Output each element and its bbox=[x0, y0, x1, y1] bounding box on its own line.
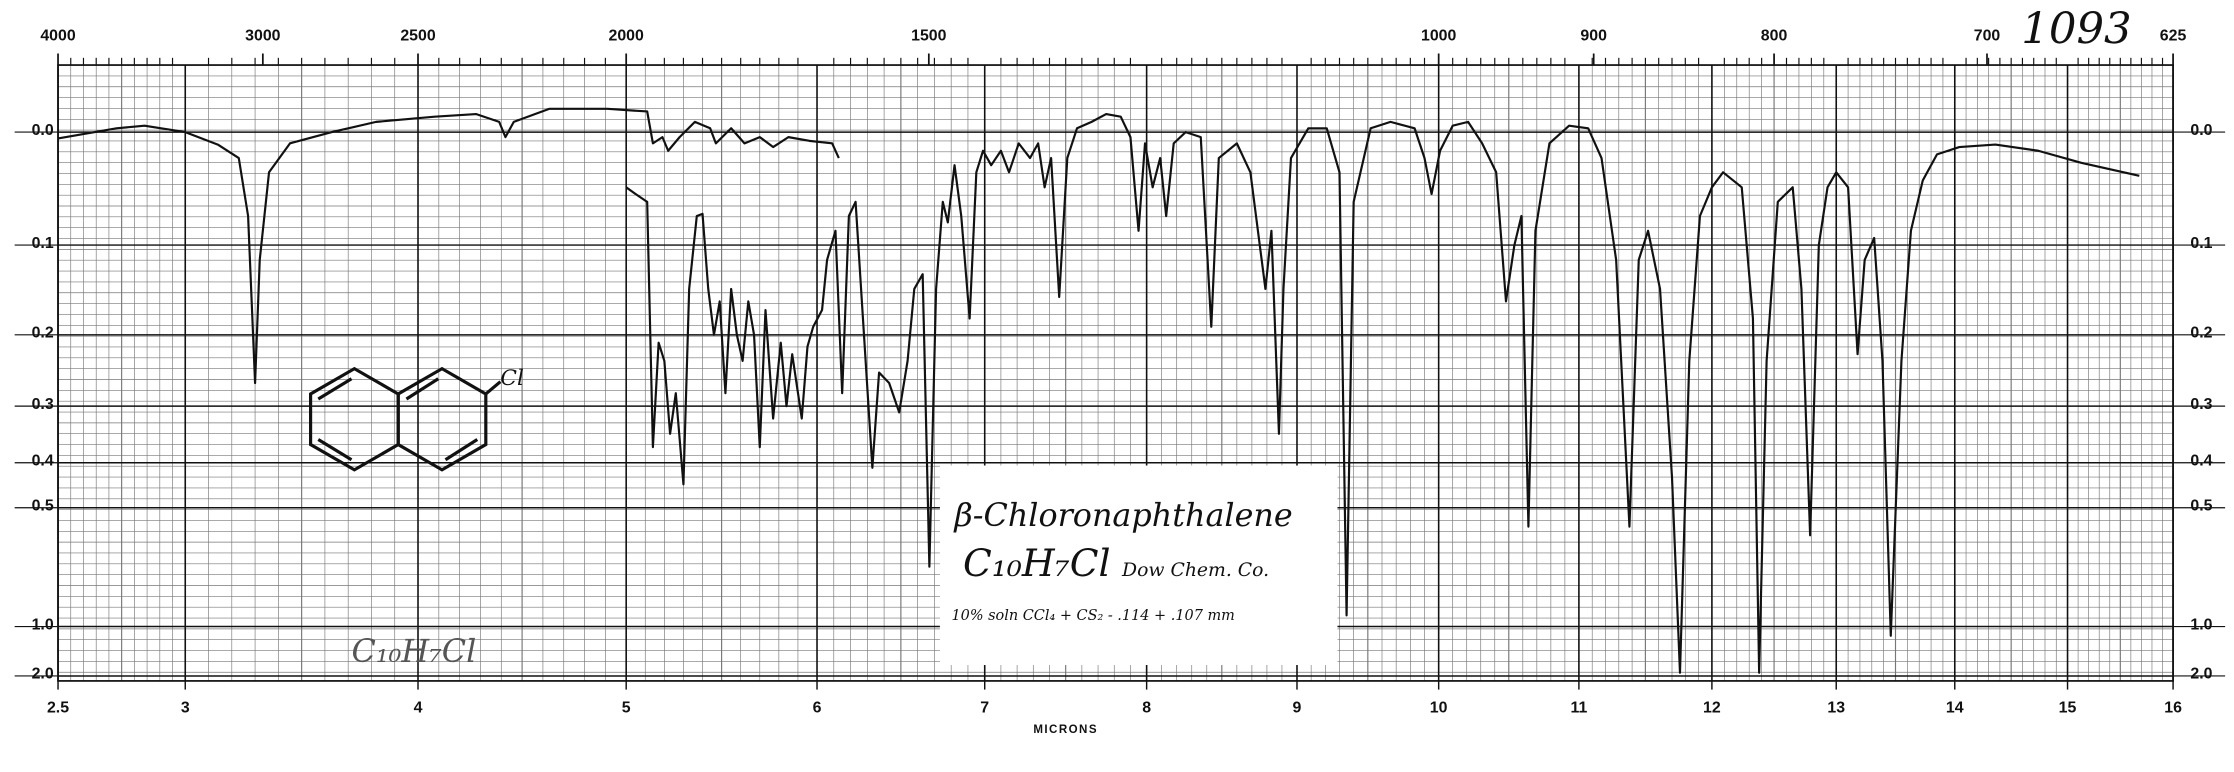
y-tick-label: 0.3 bbox=[2190, 396, 2212, 413]
x-tick-label: 5 bbox=[622, 700, 631, 717]
y-tick-label: 0.4 bbox=[2190, 453, 2212, 470]
y-tick-label: 0.2 bbox=[2190, 325, 2212, 342]
x-tick-label: 2.5 bbox=[47, 700, 69, 717]
y-tick-label: 0.4 bbox=[32, 453, 54, 470]
x-tick-label: 4 bbox=[414, 700, 423, 717]
x2-tick-label: 3000 bbox=[245, 27, 281, 44]
x-tick-label: 10 bbox=[1430, 700, 1448, 717]
x2-tick-label: 900 bbox=[1580, 27, 1607, 44]
structure-label: Cl bbox=[500, 366, 524, 391]
spectrum-line bbox=[625, 113, 2140, 674]
ring bbox=[396, 366, 488, 472]
spectrum bbox=[57, 107, 2140, 674]
y-tick-label: 2.0 bbox=[32, 666, 54, 683]
compound-name: β-Chloronaphthalene bbox=[953, 497, 1292, 534]
spectrum-line bbox=[57, 107, 840, 385]
y-tick-label: 2.0 bbox=[2190, 666, 2212, 683]
x-tick-label: 8 bbox=[1142, 700, 1151, 717]
handwritten-formula: C₁₀H₇Cl bbox=[352, 633, 477, 670]
y-tick-label: 0.5 bbox=[32, 497, 54, 514]
chart-number: 1093 bbox=[2021, 4, 2131, 54]
y-tick-label: 1.0 bbox=[2190, 616, 2212, 633]
double-bond bbox=[317, 438, 353, 462]
y-tick-label: 0.5 bbox=[2190, 497, 2212, 514]
x-tick-label: 7 bbox=[980, 700, 989, 717]
double-bond bbox=[444, 438, 479, 462]
y-tick-label: 0.2 bbox=[32, 325, 54, 342]
x-tick-label: 16 bbox=[2164, 700, 2182, 717]
x2-tick-label: 4000 bbox=[40, 27, 76, 44]
x-tick-label: 6 bbox=[813, 700, 822, 717]
label-card bbox=[939, 465, 1338, 666]
x2-tick-label: 800 bbox=[1761, 27, 1788, 44]
x2-tick-label: 2000 bbox=[609, 27, 645, 44]
y-tick-label: 1.0 bbox=[32, 616, 54, 633]
x-tick-label: 15 bbox=[2059, 700, 2077, 717]
x-tick-label: 12 bbox=[1703, 700, 1721, 717]
y-tick-label: 0.1 bbox=[2190, 235, 2212, 252]
y-tick-label: 0.1 bbox=[32, 235, 54, 252]
x2-tick-label: 1500 bbox=[911, 27, 947, 44]
x-tick-label: 3 bbox=[181, 700, 190, 717]
y-tick-label: 0.3 bbox=[32, 396, 54, 413]
x2-tick-label: 1000 bbox=[1421, 27, 1457, 44]
formula: C₁₀H₇Cl bbox=[963, 541, 1111, 585]
x2-tick-label: 625 bbox=[2160, 27, 2187, 44]
x-tick-label: 11 bbox=[1570, 700, 1587, 717]
source: Dow Chem. Co. bbox=[1121, 560, 1269, 581]
x2-tick-label: 700 bbox=[1974, 27, 2001, 44]
ring bbox=[309, 366, 400, 472]
x-axis-title: MICRONS bbox=[1033, 724, 1098, 736]
y-tick-label: 0.0 bbox=[2190, 122, 2212, 139]
double-bond bbox=[405, 377, 440, 401]
plot-frame bbox=[57, 64, 2174, 682]
x-tick-label: 9 bbox=[1293, 700, 1302, 717]
x2-tick-label: 2500 bbox=[400, 27, 436, 44]
structure bbox=[309, 366, 502, 472]
sample-note: 10% soln CCl₄ + CS₂ - .114 + .107 mm bbox=[951, 608, 1234, 624]
x-tick-label: 13 bbox=[1827, 700, 1845, 717]
bond bbox=[484, 380, 502, 396]
axes: 2.5 3 4 5 6 7 8 9 10 11 12 13 14 15 16 4000 3000 2500 2000… bbox=[14, 27, 2226, 717]
y-tick-label: 0.0 bbox=[32, 122, 54, 139]
x-tick-label: 14 bbox=[1946, 700, 1964, 717]
double-bond bbox=[317, 377, 353, 401]
